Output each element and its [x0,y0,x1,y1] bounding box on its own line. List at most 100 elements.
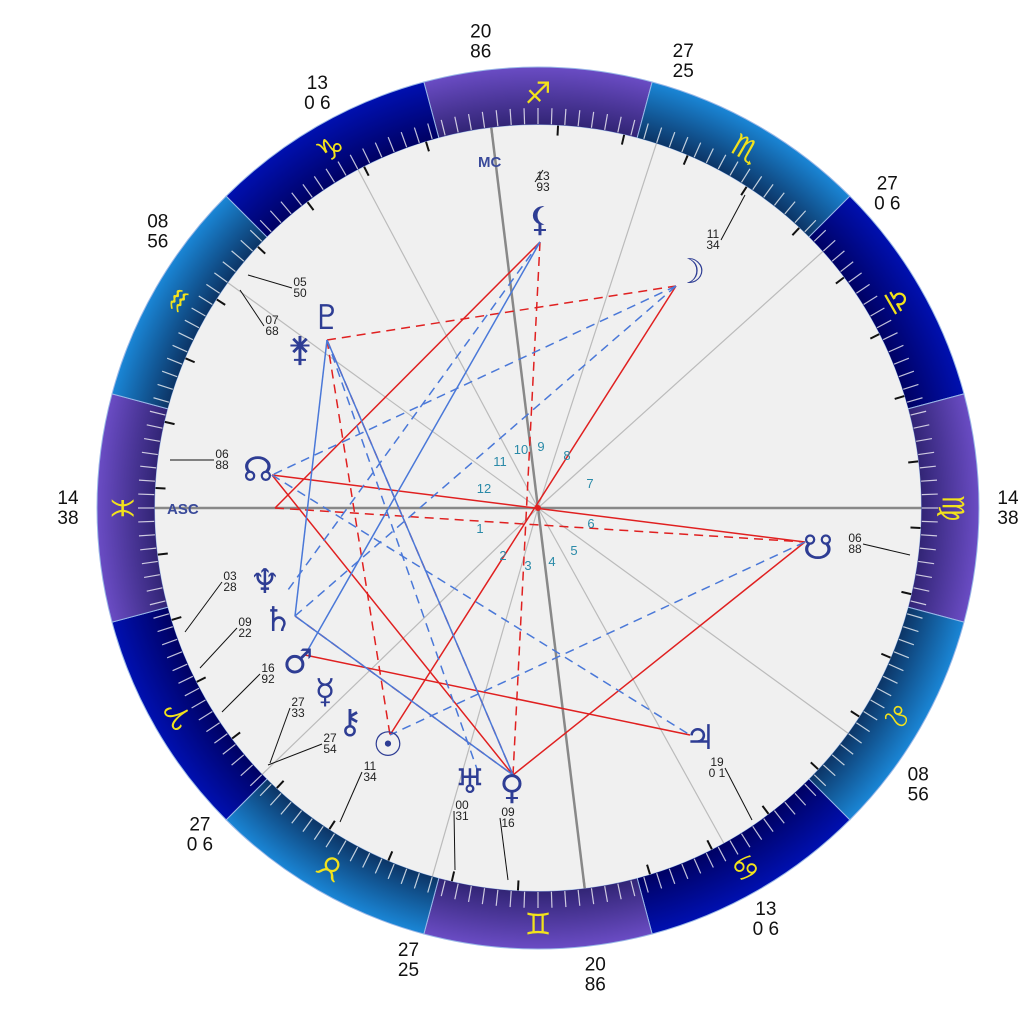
decan-tick [276,780,285,789]
degree-tick [656,127,663,143]
degree-tick [249,774,263,787]
degree-tick [831,250,845,262]
neptune-icon: ♆ [250,562,280,602]
degree-tick [693,858,702,874]
house-cusp-line-2 [227,282,539,509]
degree-tick [191,307,206,317]
sun-position-label: 11 34 [363,759,377,784]
degree-tick [919,547,936,551]
decan-tick [171,616,182,621]
sun-leader-line [339,771,363,823]
degree-tick [921,534,938,537]
degree-tick [921,479,938,482]
degree-tick [590,888,595,905]
house-number-6: 6 [587,516,594,531]
aspect-line-lilith-asc [274,241,541,509]
decan-tick [910,526,921,530]
degree-tick [481,888,486,905]
degree-tick [349,154,359,170]
decan-tick [850,710,860,718]
mercury-leader-line [269,707,291,764]
degree-tick [813,774,827,787]
degree-tick [888,663,904,672]
cusp-minute: 86 [470,42,491,63]
degree-tick [362,852,371,868]
degree-tick [921,493,938,496]
degree-tick [564,891,567,908]
mars-position-label: 16 92 [261,661,275,686]
degree-tick [705,852,714,868]
degree-tick [157,383,173,390]
house-cusp-label-12: 27 0 6 [187,814,213,855]
planet-minute: 50 [293,286,307,300]
degree-tick [191,699,206,709]
degree-tick [906,397,923,403]
saturn-leader-line [199,627,238,669]
decan-tick [682,155,689,166]
degree-tick [481,111,486,128]
degree-tick [172,344,188,353]
degree-tick [763,184,774,198]
venus-leader-line [499,817,509,881]
degree-tick [705,148,714,164]
degree-tick [259,783,272,797]
decan-tick [620,134,626,145]
degree-tick [153,613,170,619]
south-node-leader-line [862,543,911,556]
planet-degree: 00 [455,798,469,812]
aspect-line-asc-south-node [274,507,806,543]
house-cusp-lines [155,127,921,889]
house-number-8: 8 [563,448,570,463]
planet-degree: 16 [261,661,275,675]
house-cusp-line-9 [537,507,725,844]
degree-tick [863,710,878,721]
aspect-line-pluto-sun [326,339,391,736]
degree-tick [140,547,157,551]
house-cusp-line-12 [262,507,539,775]
degree-tick [138,534,155,537]
degree-tick [848,733,862,744]
degree-tick [178,675,194,684]
cusp-minute: 0 6 [304,93,330,114]
decan-tick [908,460,919,464]
degree-tick [898,638,915,646]
decan-tick [901,590,912,596]
planet-minute: 88 [848,542,862,556]
decan-tick [869,333,880,340]
degree-tick [794,792,807,806]
jupiter-leader-line [724,767,753,821]
uranus-icon: ♅ [455,762,485,802]
pisces-sign-icon: ♓ [107,495,142,522]
decan-tick [516,880,520,891]
decan-tick [556,125,560,136]
degree-tick [149,600,166,606]
house-number-9: 9 [537,439,544,454]
degree-tick [146,424,163,429]
house-cusp-label-4: 20 86 [470,22,491,63]
house-number-4: 4 [548,554,555,569]
sun-icon: ☉ [373,725,403,765]
cusp-minute: 0 6 [874,194,900,215]
degree-tick [302,818,313,832]
degree-tick [918,560,935,565]
decan-tick [761,805,770,815]
degree-tick [138,493,155,496]
degree-tick [693,142,702,158]
decan-tick [810,761,819,770]
aspect-line-venus-south-node [512,541,806,776]
degree-tick [291,192,303,206]
house-cusp-label-6: 27 0 6 [874,174,900,215]
degree-tick [467,113,472,130]
aspect-line-pluto-saturn [294,339,328,617]
uranus-position-label: 00 31 [455,798,469,823]
degree-tick [313,826,324,840]
decan-tick [880,652,891,659]
pluto-leader-line [247,274,293,289]
gemini-sign-icon: ♊ [525,905,552,940]
house-cusp-label-2: 08 56 [147,212,168,253]
degree-tick [523,891,526,908]
degree-tick [876,687,892,697]
degree-tick [523,108,526,125]
degree-tick [910,600,927,606]
planet-degree: 05 [293,275,307,289]
